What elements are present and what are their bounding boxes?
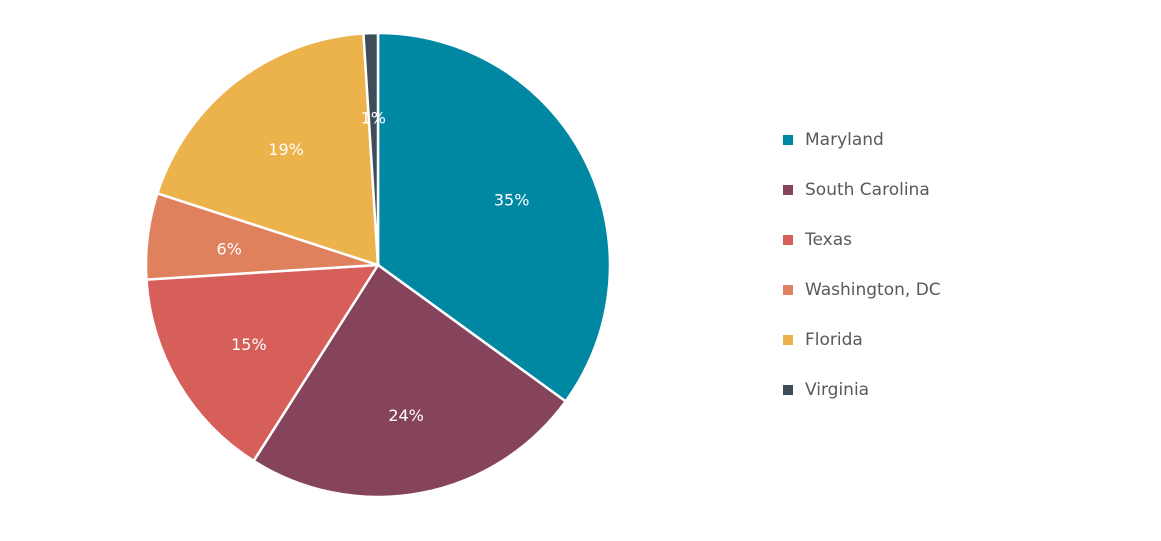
legend-swatch-virginia xyxy=(783,385,793,395)
legend-label-texas: Texas xyxy=(804,230,852,250)
chart-legend: Maryland South Carolina Texas Washington, D… xyxy=(783,130,941,400)
legend-item-virginia: Virginia xyxy=(783,380,869,400)
legend-swatch-florida xyxy=(783,335,793,345)
data-label-florida: 19% xyxy=(268,140,304,159)
data-label-south-carolina: 24% xyxy=(388,406,424,425)
legend-swatch-washington-dc xyxy=(783,285,793,295)
legend-item-washington-dc: Washington, DC xyxy=(783,280,941,300)
data-label-virginia: 1% xyxy=(361,109,386,128)
pie-data-labels: 35% 24% 15% 6% 19% 1% xyxy=(216,109,529,425)
data-label-washington-dc: 6% xyxy=(216,240,241,259)
legend-item-texas: Texas xyxy=(783,230,852,250)
legend-swatch-south-carolina xyxy=(783,185,793,195)
data-label-texas: 15% xyxy=(231,335,267,354)
legend-swatch-maryland xyxy=(783,135,793,145)
pie-slice-texas xyxy=(145,263,381,463)
legend-item-south-carolina: South Carolina xyxy=(783,180,930,200)
legend-swatch-texas xyxy=(783,235,793,245)
legend-label-virginia: Virginia xyxy=(805,380,869,400)
legend-label-south-carolina: South Carolina xyxy=(805,180,930,200)
legend-label-washington-dc: Washington, DC xyxy=(805,280,941,300)
pie-slice-maryland xyxy=(376,31,612,404)
legend-label-maryland: Maryland xyxy=(805,130,884,150)
pie-slice-virginia xyxy=(362,31,380,266)
legend-label-florida: Florida xyxy=(805,330,863,350)
legend-item-maryland: Maryland xyxy=(783,130,884,150)
pie-slice-florida xyxy=(155,32,380,267)
pie-slice-south-carolina xyxy=(251,263,568,499)
legend-item-florida: Florida xyxy=(783,330,863,350)
pie-slices xyxy=(144,31,612,499)
data-label-maryland: 35% xyxy=(494,190,530,209)
